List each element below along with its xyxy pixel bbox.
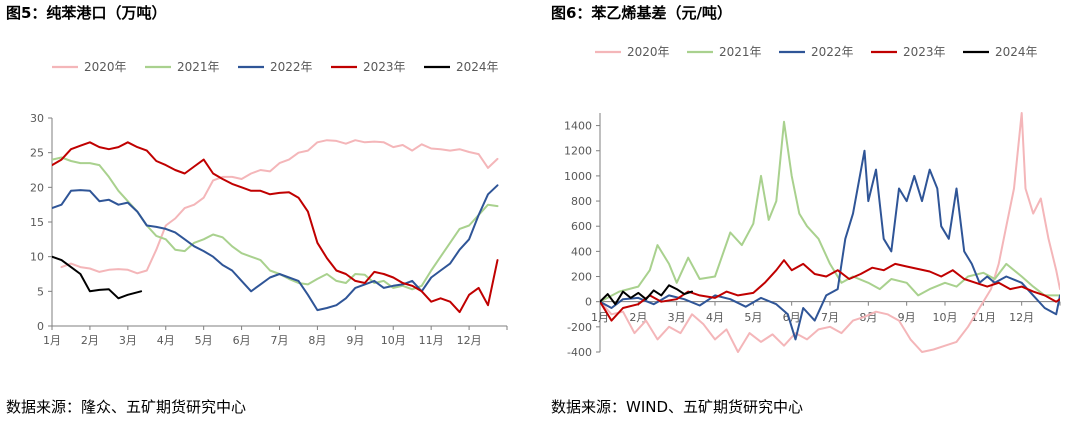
y-tick-label: 800: [571, 195, 592, 208]
x-tick-label: 8月: [859, 311, 877, 324]
x-tick-label: 10月: [933, 311, 958, 324]
legend-label: 2024年: [995, 45, 1038, 59]
chart-canvas: -400 -200 0 200 400 600 800 1000 1200 1400 1月 2月 3月 4…: [564, 45, 1061, 359]
legend-label: 2021年: [719, 45, 762, 59]
x-tick-label: 1月: [43, 334, 61, 347]
x-tick-label: 3月: [668, 311, 686, 324]
legend-label: 2024年: [456, 60, 499, 74]
x-tick-label: 5月: [195, 334, 213, 347]
x-tick-label: 10月: [381, 334, 406, 347]
x-tick-label: 5月: [744, 311, 762, 324]
x-tick-label: 7月: [271, 334, 289, 347]
series-line-2024年: [52, 255, 143, 300]
legend-label: 2023年: [903, 45, 946, 59]
y-tick-label: 200: [571, 271, 592, 284]
y-tick-label: 1000: [564, 170, 592, 183]
x-tick-label: 3月: [119, 334, 137, 347]
y-tick-label: 600: [571, 220, 592, 233]
legend-label: 2022年: [811, 45, 854, 59]
series-line-2023年: [52, 141, 499, 314]
x-tick-label: 7月: [821, 311, 839, 324]
y-tick-label: 1200: [564, 145, 592, 158]
chart-title: 图6：苯乙烯基差（元/吨）: [551, 4, 732, 22]
series-line-2024年: [600, 284, 693, 306]
series-line-2020年: [600, 112, 1060, 353]
data-source: 数据来源：WIND、五矿期货研究中心: [551, 398, 804, 416]
chart-title: 图5：纯苯港口（万吨）: [6, 4, 167, 22]
x-tick-label: 12月: [1009, 311, 1034, 324]
legend-label: 2023年: [363, 60, 406, 74]
y-tick-label: 400: [571, 245, 592, 258]
y-tick-label: 25: [30, 147, 44, 160]
series-line-2020年: [60, 139, 499, 275]
chart-panel-left: 图5：纯苯港口（万吨） 0 5 10 15 20 25 30 1月 2月 3月 4月 5月 6月 7月 8月…: [6, 4, 508, 416]
x-tick-label: 9月: [346, 334, 364, 347]
x-tick-label: 4月: [706, 311, 724, 324]
x-tick-label: 8月: [308, 334, 326, 347]
legend-label: 2022年: [270, 60, 313, 74]
y-tick-label: 0: [37, 320, 44, 333]
x-tick-label: 12月: [457, 334, 482, 347]
series-line-2022年: [600, 149, 1060, 341]
x-tick-label: 4月: [157, 334, 175, 347]
series-line-2022年: [52, 184, 499, 312]
y-tick-label: 15: [30, 216, 44, 229]
y-tick-label: 10: [30, 251, 44, 264]
x-tick-label: 1月: [591, 311, 609, 324]
y-tick-label: 5: [37, 285, 44, 298]
y-tick-label: -400: [567, 346, 592, 359]
y-tick-label: 1400: [564, 120, 592, 133]
chart-canvas: 0 5 10 15 20 25 30 1月 2月 3月 4月 5月 6月 7月 8月 9月 10月 11月 12月 2…: [30, 60, 508, 347]
x-tick-label: 11月: [971, 311, 996, 324]
legend-label: 2021年: [177, 60, 220, 74]
x-tick-label: 2月: [629, 311, 647, 324]
y-tick-label: 20: [30, 181, 44, 194]
y-tick-label: -200: [567, 321, 592, 334]
legend-label: 2020年: [84, 60, 127, 74]
legend-label: 2020年: [627, 45, 670, 59]
series-line-2021年: [52, 156, 499, 291]
y-tick-label: 0: [585, 296, 592, 309]
chart-panel-right: 图6：苯乙烯基差（元/吨） -400 -200 0 200 400 600 800 1000 1…: [545, 0, 1080, 422]
x-tick-label: 9月: [898, 311, 916, 324]
x-tick-label: 2月: [81, 334, 99, 347]
y-tick-label: 30: [30, 112, 44, 125]
data-source: 数据来源：隆众、五矿期货研究中心: [6, 398, 247, 416]
x-tick-label: 6月: [233, 334, 251, 347]
x-tick-label: 11月: [419, 334, 444, 347]
